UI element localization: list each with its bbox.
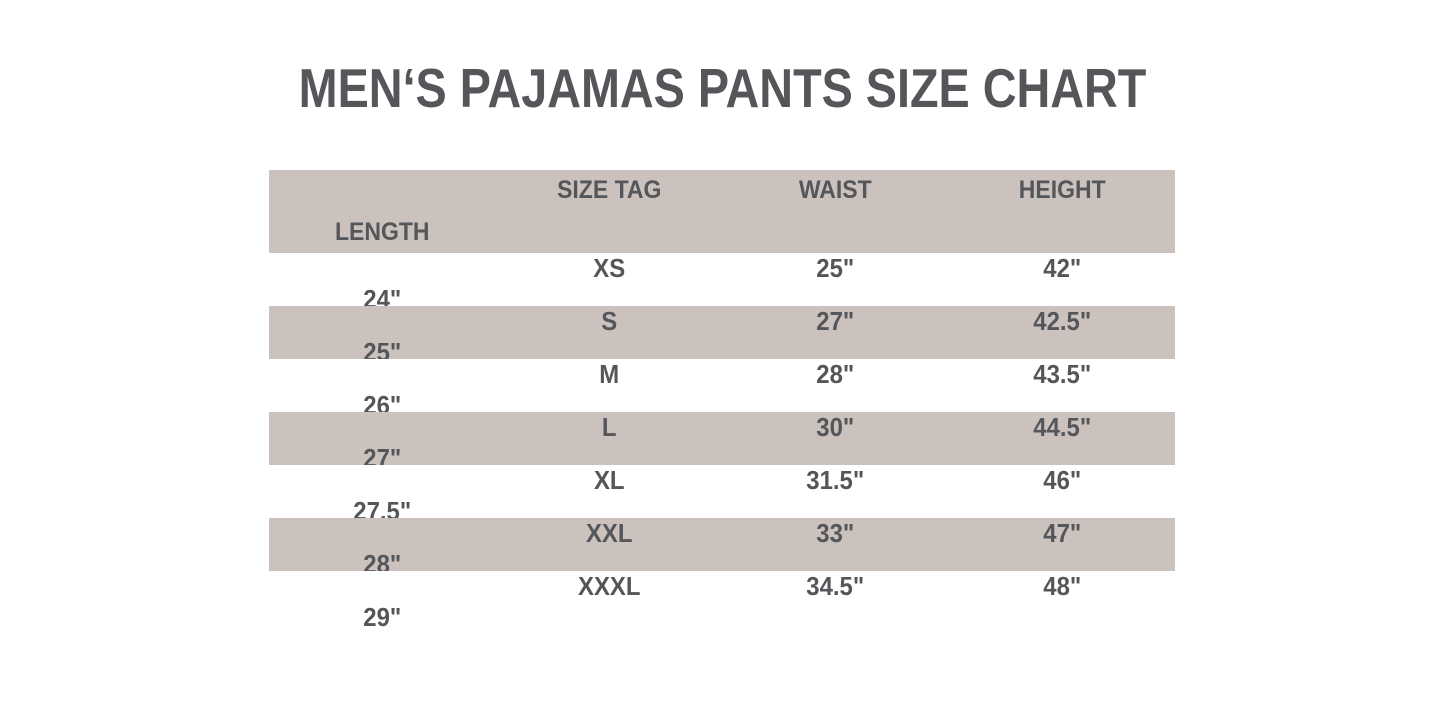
table-row: S 27" 42.5" 25" bbox=[269, 306, 1175, 367]
table-cell: 28" bbox=[816, 359, 855, 389]
table-cell: 29" bbox=[363, 602, 402, 632]
table-cell: 42.5" bbox=[1032, 306, 1091, 336]
table-cell: 27" bbox=[816, 306, 855, 336]
table-row: XXL 33" 47" 28" bbox=[269, 518, 1175, 579]
table-row: XS 25" 42" 24" bbox=[269, 253, 1175, 314]
table-cell: 44.5" bbox=[1032, 412, 1091, 442]
table-cell: 31.5" bbox=[806, 465, 865, 495]
page-title: MEN‘S PAJAMAS PANTS SIZE CHART bbox=[298, 57, 1147, 119]
table-cell: 42" bbox=[1042, 253, 1081, 283]
table-cell: XS bbox=[592, 253, 625, 283]
table-cell: 25" bbox=[816, 253, 855, 283]
table-body: XS 25" 42" 24" S 27" 42.5" 25" M 28" 43.5" 26" L 30" 4… bbox=[269, 253, 1175, 632]
table-cell: 47" bbox=[1042, 518, 1081, 548]
column-header-waist: WAIST bbox=[798, 176, 872, 205]
table-cell: XXXL bbox=[577, 571, 640, 601]
table-cell: 48" bbox=[1042, 571, 1081, 601]
table-cell: M bbox=[598, 359, 619, 389]
table-cell: 33" bbox=[816, 518, 855, 548]
table-row: XXXL 34.5" 48" 29" bbox=[269, 571, 1175, 632]
table-cell: 46" bbox=[1042, 465, 1081, 495]
table-header-row: SIZE TAG WAIST HEIGHT LENGTH bbox=[269, 170, 1175, 253]
column-header-size-tag: SIZE TAG bbox=[556, 176, 661, 205]
table-cell: L bbox=[601, 412, 617, 442]
table-cell: 43.5" bbox=[1032, 359, 1091, 389]
table-cell: 30" bbox=[816, 412, 855, 442]
table-row: L 30" 44.5" 27" bbox=[269, 412, 1175, 473]
column-header-length: LENGTH bbox=[334, 217, 430, 246]
table-cell: XXL bbox=[585, 518, 633, 548]
table-cell: S bbox=[600, 306, 617, 336]
table-cell: 34.5" bbox=[806, 571, 865, 601]
size-chart-table: SIZE TAG WAIST HEIGHT LENGTH XS 25" 42" 24"… bbox=[269, 170, 1175, 632]
column-header-height: HEIGHT bbox=[1018, 176, 1106, 205]
table-row: M 28" 43.5" 26" bbox=[269, 359, 1175, 420]
table-row: XL 31.5" 46" 27.5" bbox=[269, 465, 1175, 526]
table-cell: XL bbox=[593, 465, 625, 495]
